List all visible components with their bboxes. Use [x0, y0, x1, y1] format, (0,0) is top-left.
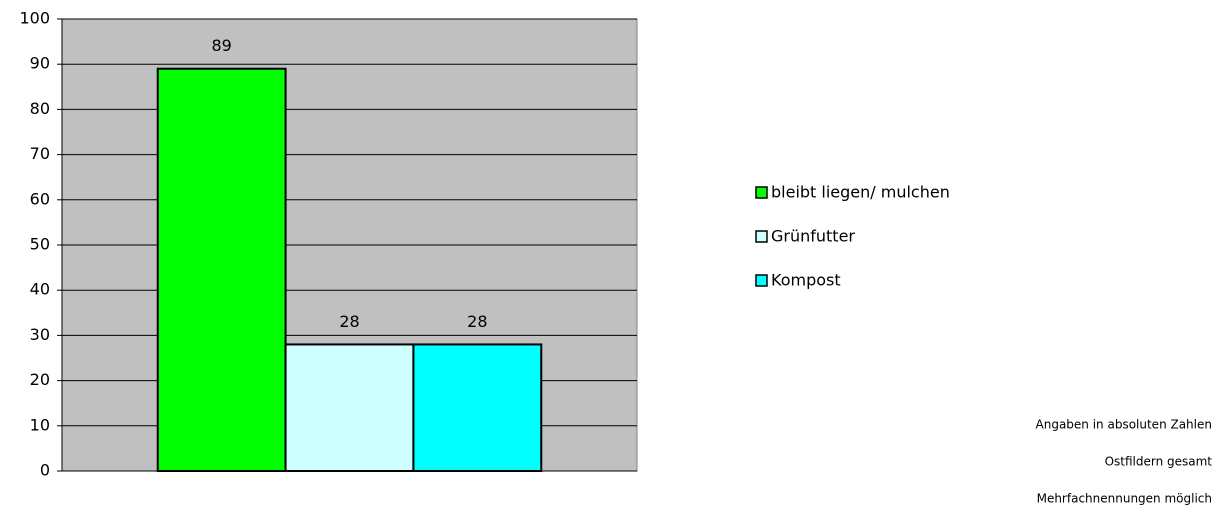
y-tick-label: 70 [30, 144, 50, 163]
legend-swatch [755, 186, 768, 199]
y-tick-label: 30 [30, 325, 50, 344]
bar [284, 343, 415, 472]
y-tick-label: 50 [30, 235, 50, 254]
y-tick-label: 40 [30, 280, 50, 299]
legend-swatch [755, 274, 768, 287]
annotation: Mehrfachnennungen möglich [1037, 492, 1212, 505]
legend-label: Kompost [771, 271, 841, 290]
y-tick-label: 20 [30, 370, 50, 389]
legend-label: Grünfutter [771, 227, 855, 246]
bar [412, 343, 543, 472]
y-tick-label: 100 [19, 9, 50, 28]
bar [156, 67, 287, 472]
data-label: 28 [339, 312, 359, 331]
y-tick-label: 10 [30, 415, 50, 434]
annotation: Angaben in absoluten Zahlen [1036, 418, 1212, 432]
annotation: Ostfildern gesamt [1105, 455, 1213, 469]
data-label: 28 [467, 312, 487, 331]
data-label: 89 [211, 36, 231, 55]
legend-swatch [755, 230, 768, 243]
y-tick-label: 60 [30, 189, 50, 208]
y-tick-label: 0 [40, 461, 50, 480]
legend-label: bleibt liegen/ mulchen [771, 183, 950, 202]
y-tick-label: 90 [30, 54, 50, 73]
y-tick-label: 80 [30, 99, 50, 118]
